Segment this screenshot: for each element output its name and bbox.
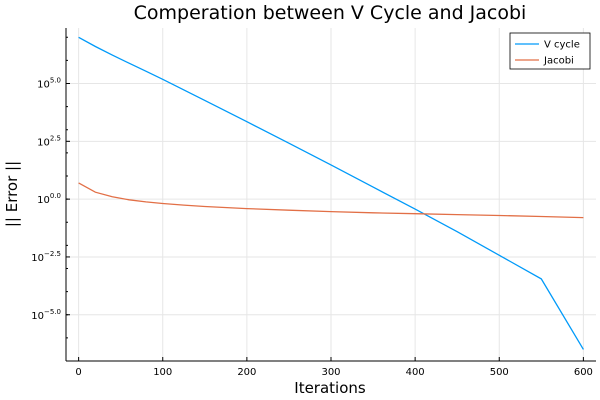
series-line-v-cycle — [78, 36, 584, 350]
y-tick-label: 10−5.0 — [31, 308, 61, 322]
series-lines — [78, 36, 584, 350]
x-tick-label: 600 — [574, 367, 593, 378]
legend-label: Jacobi — [543, 56, 574, 67]
x-tick-label: 500 — [490, 367, 509, 378]
y-axis-label: || Error || — [3, 161, 21, 227]
x-axis-label: Iterations — [294, 379, 366, 397]
grid — [66, 28, 596, 361]
legend-label: V cycle — [544, 40, 580, 51]
y-tick-label: 105.0 — [37, 77, 61, 91]
x-tick-label: 200 — [237, 367, 256, 378]
y-tick-label: 102.5 — [37, 134, 61, 148]
x-tick-label: 400 — [406, 367, 425, 378]
y-tick-label: 10−2.5 — [31, 250, 61, 264]
x-tick-label: 100 — [153, 367, 172, 378]
legend-box — [509, 32, 591, 70]
y-tick-label: 100.0 — [37, 192, 61, 206]
series-line-jacobi — [78, 182, 584, 219]
axes — [65, 28, 596, 362]
chart-title: Comperation between V Cycle and Jacobi — [134, 2, 527, 24]
x-tick-label: 0 — [75, 367, 81, 378]
x-tick-label: 300 — [321, 367, 340, 378]
tick-labels: 0 100 200 300 400 500 600 10−5.0 10−2.5 100.0 102.… — [31, 77, 593, 379]
legend: V cycle Jacobi — [509, 32, 591, 70]
